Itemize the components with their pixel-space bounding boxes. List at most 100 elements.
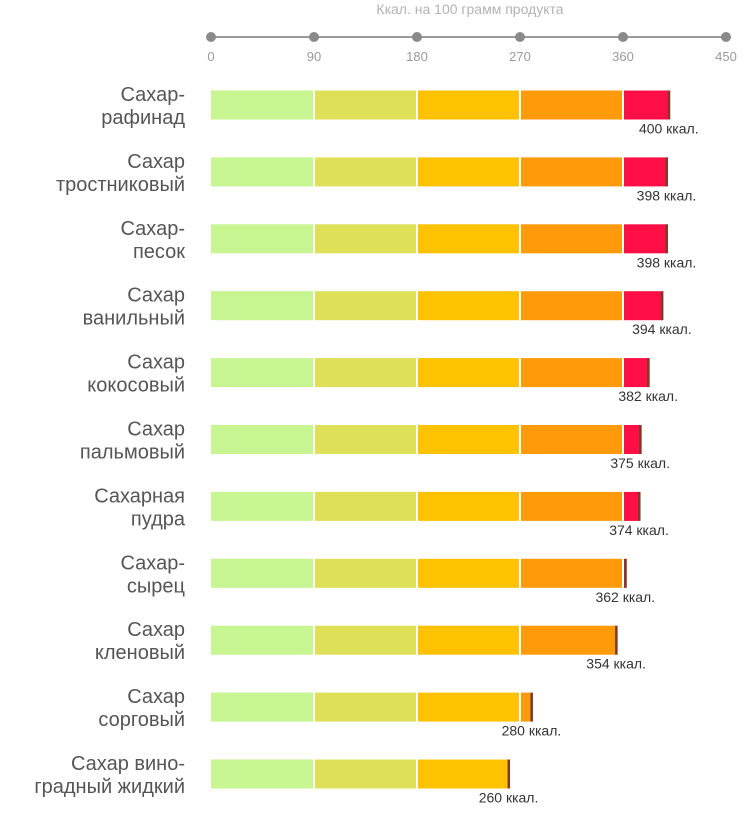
bar-segment	[211, 558, 313, 588]
bar-segment	[418, 692, 519, 722]
bar-row: Сахарная пудра 374 ккал.	[94, 485, 669, 538]
x-axis-title: Ккал. на 100 грамм продукта	[376, 1, 563, 17]
bar-end-marker	[624, 558, 627, 588]
bar-segment	[315, 425, 416, 454]
bar-segment	[418, 558, 519, 588]
x-tick-label: 360	[612, 49, 634, 64]
x-tick-dot	[206, 32, 216, 42]
bar-segment	[624, 358, 649, 388]
bar-segment	[418, 224, 519, 254]
category-label-line: Сахар-	[121, 552, 185, 574]
bar-segment	[315, 291, 416, 321]
bar-row: Сахар ванильный 394 ккал.	[83, 285, 692, 338]
category-label: Сахарная пудра	[94, 485, 186, 530]
category-label-line: пудра	[131, 508, 186, 530]
value-label: 374 ккал.	[609, 522, 669, 538]
bar-end-marker	[660, 291, 664, 321]
category-label-line: сырец	[127, 575, 185, 597]
bar-end-marker	[647, 358, 650, 388]
x-tick-dot	[412, 32, 422, 42]
bar-row: Сахар кленовый 354 ккал.	[95, 619, 646, 672]
bar-segment	[624, 425, 641, 454]
bar-segment	[211, 759, 313, 789]
category-label-line: Сахарная	[94, 485, 185, 507]
bar-end-marker	[667, 90, 671, 120]
x-tick-label: 270	[509, 49, 531, 64]
bar-segment	[211, 291, 313, 321]
bar-end-marker	[665, 224, 668, 254]
category-label-line: Сахар вино-	[71, 753, 185, 775]
bar-end-marker	[530, 692, 533, 722]
bar-segment	[624, 90, 669, 120]
bar-segment	[315, 224, 416, 254]
bar-row: Сахар-сырец 362 ккал.	[121, 552, 656, 605]
value-label: 400 ккал.	[639, 121, 699, 137]
value-label: 260 ккал.	[479, 790, 539, 806]
value-label: 362 ккал.	[595, 589, 655, 605]
category-label-line: Сахар-	[121, 218, 185, 240]
x-tick-dot	[515, 32, 525, 42]
bar-segment	[418, 358, 519, 388]
bar-row: Сахар сорговый 280 ккал.	[98, 686, 561, 739]
bar-end-marker	[507, 759, 511, 789]
bar-segment	[624, 491, 640, 521]
bar-segment	[418, 157, 519, 187]
bar-segment	[418, 759, 509, 789]
bar-segment	[521, 625, 617, 655]
category-label-line: Сахар	[127, 686, 185, 708]
bar-segment	[521, 692, 532, 722]
value-label: 398 ккал.	[637, 254, 697, 270]
bar-end-marker	[665, 157, 668, 187]
x-tick-label: 180	[406, 49, 428, 64]
bar-segment	[315, 558, 416, 588]
category-label-line: рафинад	[101, 107, 185, 129]
bar-segment	[211, 491, 313, 521]
category-label-line: песок	[133, 241, 185, 263]
category-label-line: Сахар	[127, 419, 185, 441]
bar-segment	[418, 425, 519, 454]
category-label: Сахар вино-градный жидкий	[34, 753, 185, 798]
bar-segment	[418, 90, 519, 120]
x-tick-label: 90	[307, 49, 321, 64]
category-label: Сахар-сырец	[121, 552, 185, 597]
value-label: 280 ккал.	[502, 723, 562, 739]
bar-end-marker	[638, 491, 641, 521]
bar-segment	[211, 90, 313, 120]
bar-segment	[315, 358, 416, 388]
x-axis: 0 90 180 270 360 450	[206, 32, 737, 64]
category-label: Сахар-рафинад	[101, 84, 185, 129]
category-label: Сахар кленовый	[95, 619, 185, 664]
category-label: Сахар сорговый	[98, 686, 185, 731]
category-label-line: Сахар-	[121, 84, 185, 106]
value-label: 375 ккал.	[610, 455, 670, 471]
category-label: Сахар тростниковый	[56, 151, 185, 196]
bar-end-marker	[615, 625, 618, 655]
bars: Сахар-рафинад 400 ккал. Сахар тростниковый 3…	[34, 84, 698, 806]
value-label: 398 ккал.	[637, 187, 697, 203]
bar-segment	[315, 625, 416, 655]
bar-segment	[521, 291, 622, 321]
bar-end-marker	[639, 425, 642, 454]
bar-row: Сахар-песок 398 ккал.	[121, 218, 697, 270]
category-label-line: кокосовый	[87, 375, 185, 397]
category-label: Сахар ванильный	[83, 285, 185, 330]
category-label-line: Сахар	[127, 285, 185, 307]
bar-segment	[521, 558, 622, 588]
bar-segment	[624, 157, 667, 187]
bar-segment	[211, 625, 313, 655]
category-label-line: Сахар	[127, 619, 185, 641]
bar-segment	[211, 224, 313, 254]
bar-row: Сахар кокосовый 382 ккал.	[87, 352, 678, 405]
bar-segment	[521, 425, 622, 454]
bar-segment	[211, 358, 313, 388]
bar-segment	[315, 157, 416, 187]
category-label-line: кленовый	[95, 642, 185, 664]
category-label-line: Сахар	[127, 151, 185, 173]
category-label: Сахар кокосовый	[87, 352, 185, 397]
x-tick-dot	[618, 32, 628, 42]
x-tick-dot	[721, 32, 731, 42]
value-label: 382 ккал.	[618, 388, 678, 404]
bar-row: Сахар вино-градный жидкий 260 ккал.	[34, 753, 538, 806]
category-label-line: градный жидкий	[34, 776, 185, 798]
